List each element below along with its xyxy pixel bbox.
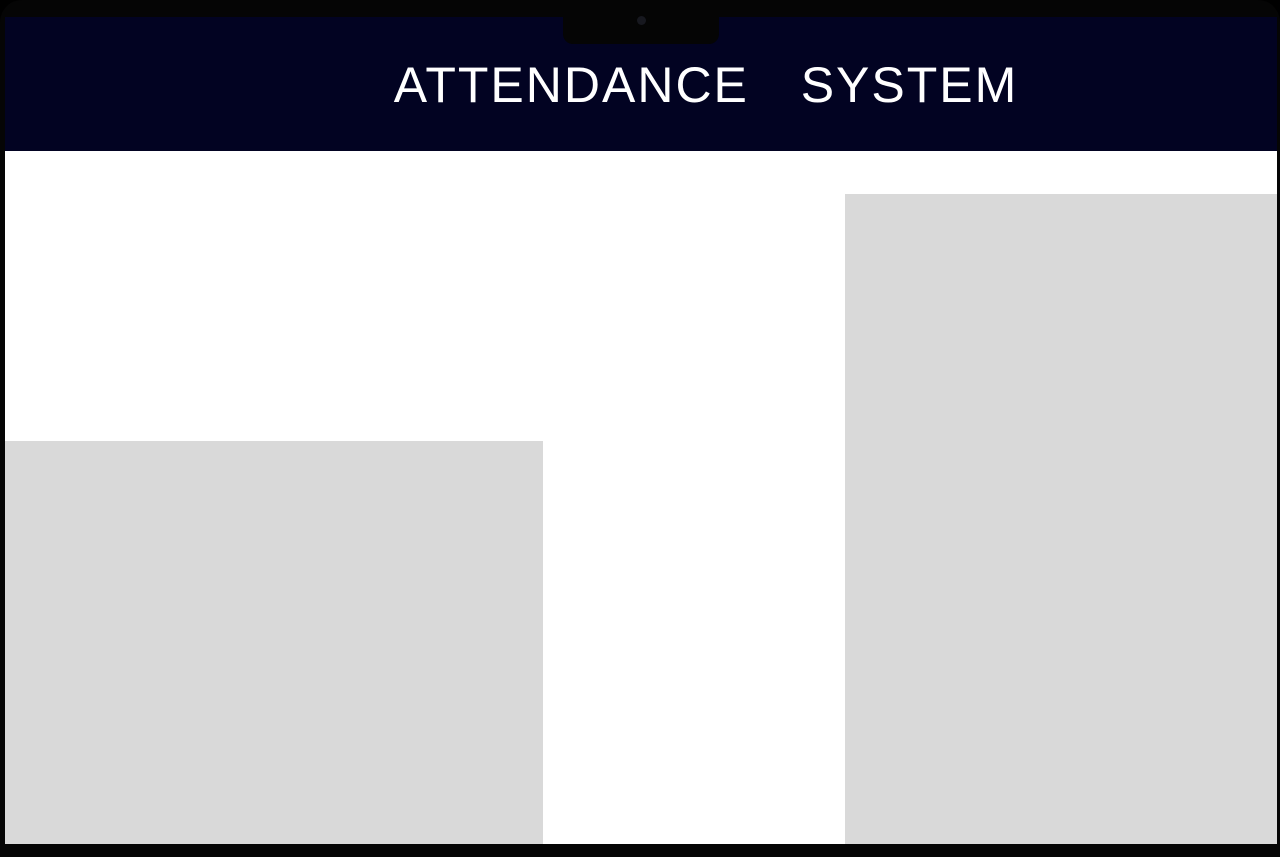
camera-icon: [637, 16, 646, 25]
device-bottom-bezel: [0, 844, 1280, 857]
left-content-panel: [5, 441, 543, 844]
page-title: ATTENDANCE SYSTEM: [393, 57, 1019, 113]
right-content-panel: [845, 194, 1277, 844]
app-screen: ATTENDANCE SYSTEM: [5, 17, 1277, 844]
